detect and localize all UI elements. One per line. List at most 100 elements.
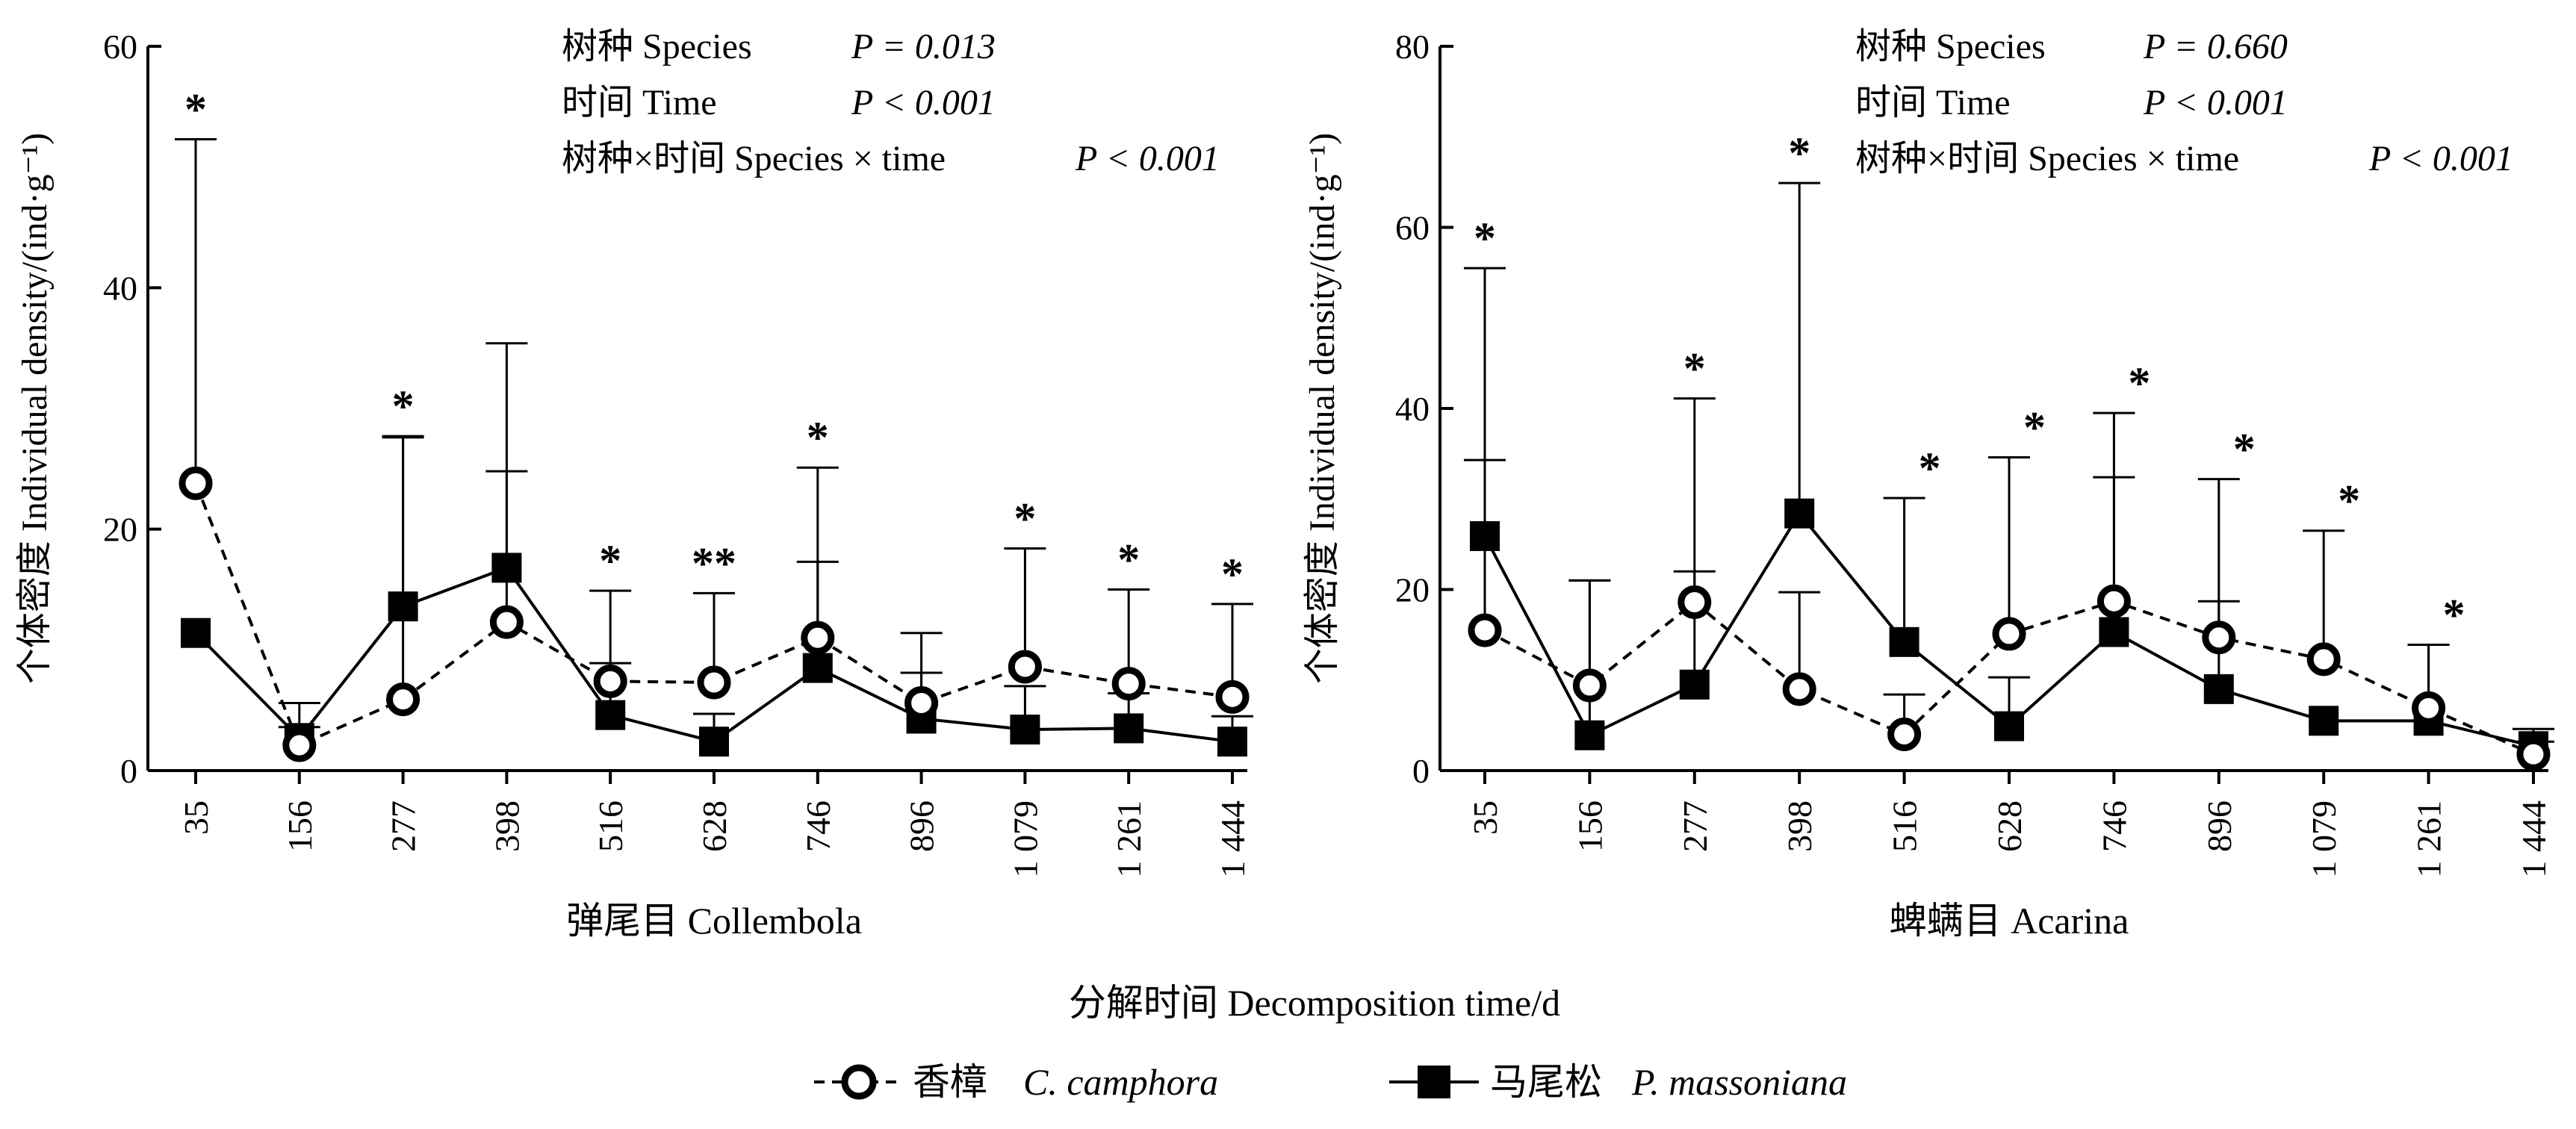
legend: 香樟 C. camphora 马尾松 P. massoniana: [814, 1061, 1847, 1103]
legend-label-camphora-latin: C. camphora: [1023, 1061, 1218, 1103]
x-tick-label: 1 261: [2410, 800, 2448, 878]
data-point-massoniana: [1217, 727, 1247, 757]
stat-p-value: P < 0.001: [2143, 83, 2288, 122]
data-point-camphora: [386, 682, 420, 717]
data-point-camphora: [593, 664, 627, 698]
x-tick-label: 746: [2095, 800, 2133, 852]
data-point-massoniana: [2309, 706, 2339, 736]
significance-marker: *: [184, 84, 207, 134]
data-point-camphora: [489, 605, 524, 639]
data-point-massoniana: [595, 700, 626, 730]
significance-marker: *: [1117, 535, 1140, 585]
significance-marker: *: [2128, 358, 2150, 408]
stat-label: 树种 Species: [1855, 27, 2046, 66]
data-point-massoniana: [1889, 626, 1919, 657]
x-tick-label: 1 444: [2515, 800, 2553, 878]
x-tick-label: 896: [903, 800, 941, 852]
data-point-camphora: [179, 466, 213, 500]
stat-p-value: P = 0.013: [851, 27, 996, 66]
legend-filled-square-marker: [1418, 1066, 1450, 1098]
x-tick-label: 398: [488, 800, 526, 852]
data-point-camphora: [1782, 672, 1816, 706]
data-point-camphora: [282, 728, 317, 762]
x-tick-label: 516: [1886, 800, 1924, 852]
significance-marker: **: [692, 538, 736, 588]
data-point-massoniana: [2099, 617, 2129, 647]
data-point-massoniana: [2203, 674, 2234, 704]
y-axis-title: 个体密度 Individual density/(ind·g⁻¹): [1303, 133, 1342, 684]
chart-panel-collembola: 0 20 40 60 个体密度 Individual density/(ind·g⁻¹)…: [15, 27, 1253, 942]
significance-marker: *: [2443, 590, 2465, 639]
x-tick-label: 277: [1676, 800, 1714, 852]
data-point-camphora: [2202, 621, 2236, 655]
x-tick-label: 746: [799, 800, 837, 852]
x-tick-label: 1 079: [2305, 800, 2343, 878]
data-point-camphora: [1992, 617, 2026, 651]
data-point-massoniana: [1574, 720, 1605, 750]
significance-marker: *: [599, 536, 621, 585]
data-point-camphora: [2412, 691, 2446, 725]
data-point-camphora: [1887, 718, 1922, 751]
data-point-camphora: [801, 621, 835, 655]
data-point-massoniana: [1994, 711, 2024, 741]
significance-marker: *: [1221, 550, 1244, 599]
legend-item-massoniana: 马尾松 P. massoniana: [1389, 1061, 1847, 1103]
x-tick-label: 896: [2200, 800, 2238, 852]
data-point-camphora: [1677, 585, 1712, 619]
legend-label-massoniana-latin: P. massoniana: [1631, 1061, 1847, 1103]
significance-marker: *: [1919, 444, 1941, 493]
y-tick-label: 0: [1412, 752, 1430, 790]
data-point-camphora: [1572, 668, 1607, 703]
legend-label-camphora-cn: 香樟: [913, 1061, 987, 1103]
data-point-massoniana: [1114, 713, 1144, 744]
stat-p-value: P = 0.660: [2143, 27, 2288, 66]
stat-label: 树种×时间 Species × time: [562, 139, 946, 178]
legend-label-massoniana-cn: 马尾松: [1490, 1061, 1602, 1103]
data-point-camphora: [697, 665, 731, 700]
stat-label: 树种×时间 Species × time: [1855, 139, 2239, 178]
stat-p-value: P < 0.001: [851, 83, 996, 122]
x-tick-label: 628: [1990, 800, 2029, 852]
data-point-camphora: [1008, 650, 1042, 684]
x-tick-label: 516: [592, 800, 630, 852]
y-tick-label: 80: [1395, 28, 1430, 66]
panel-label: 弹尾目 Collembola: [566, 900, 862, 942]
stat-label: 时间 Time: [1855, 83, 2011, 122]
y-axis-title: 个体密度 Individual density/(ind·g⁻¹): [15, 133, 55, 684]
data-point-massoniana: [1470, 520, 1500, 551]
x-tick-label: 156: [281, 800, 319, 852]
significance-marker: *: [2338, 476, 2360, 526]
y-tick-label: 0: [120, 752, 137, 790]
legend-open-circle-marker: [841, 1064, 877, 1100]
data-point-massoniana: [181, 618, 211, 648]
significance-marker: *: [1788, 128, 1810, 178]
data-point-camphora: [1468, 613, 1502, 647]
x-tick-label: 156: [1571, 800, 1609, 852]
data-point-camphora: [1111, 667, 1146, 701]
data-point-massoniana: [802, 653, 833, 683]
data-point-massoniana: [491, 553, 522, 583]
y-tick-label: 40: [103, 269, 137, 307]
data-point-massoniana: [1784, 498, 1815, 529]
x-tick-label: 1 261: [1110, 800, 1148, 878]
significance-marker: *: [1014, 494, 1036, 544]
y-tick-label: 20: [1395, 571, 1430, 609]
significance-marker: *: [1683, 344, 1706, 394]
data-point-massoniana: [1010, 715, 1040, 745]
significance-marker: *: [392, 382, 415, 431]
significance-marker: *: [807, 413, 829, 462]
significance-marker: *: [1474, 214, 1496, 263]
x-tick-label: 35: [1466, 800, 1504, 835]
stat-label: 时间 Time: [562, 83, 717, 122]
significance-marker: *: [2023, 402, 2046, 452]
significance-marker: *: [2233, 425, 2256, 474]
data-point-massoniana: [1679, 669, 1710, 700]
x-tick-label: 1 079: [1006, 800, 1044, 878]
stat-p-value: P < 0.001: [2368, 139, 2513, 178]
panel-label: 蜱螨目 Acarina: [1890, 900, 2129, 942]
y-tick-label: 60: [103, 28, 137, 66]
x-tick-label: 628: [695, 800, 733, 852]
y-tick-label: 40: [1395, 390, 1430, 428]
chart-panel-acarina: 0 20 40 60 80 个体密度 Individual density/(ind·g⁻…: [1303, 27, 2554, 942]
